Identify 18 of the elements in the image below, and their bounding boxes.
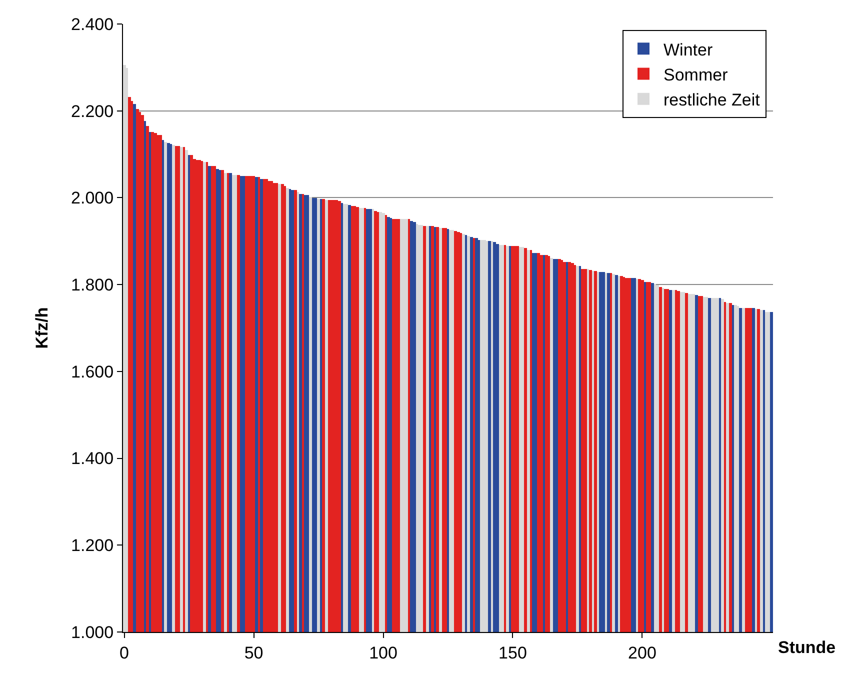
y-tick-label: 1.200 <box>71 536 114 556</box>
y-tick-label: 1.800 <box>71 276 114 295</box>
x-tick-label: 50 <box>244 643 264 662</box>
y-tick-label: 1.000 <box>71 622 114 642</box>
x-axis-title: Stunde <box>778 638 836 657</box>
y-tick-label: 2.000 <box>71 188 114 208</box>
y-tick-label: 2.400 <box>71 14 114 34</box>
x-tick-label: 100 <box>369 643 398 662</box>
y-tick-label: 1.400 <box>71 449 114 468</box>
legend-label: Winter <box>664 40 713 60</box>
legend-label: Sommer <box>664 65 728 84</box>
x-tick-label: 200 <box>628 643 656 662</box>
y-axis-title: Kfz/h <box>32 307 52 349</box>
x-tick-label: 0 <box>120 643 130 662</box>
y-tick-label: 2.200 <box>71 102 114 121</box>
y-tick-label: 1.600 <box>71 362 114 382</box>
x-tick-label: 150 <box>498 643 527 662</box>
legend-label: restliche Zeit <box>664 90 760 110</box>
